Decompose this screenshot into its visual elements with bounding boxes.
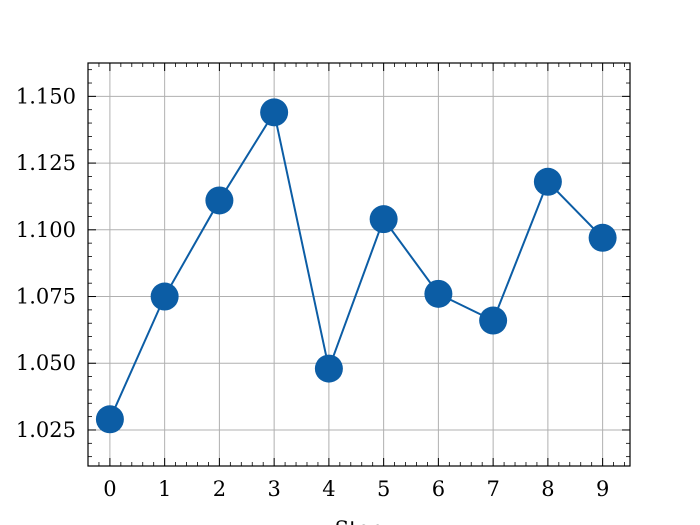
x-tick-label-5: 5: [377, 477, 390, 501]
x-tick-label-8: 8: [541, 477, 554, 501]
y-tick-label-2: 1.075: [16, 285, 76, 309]
x-tick-label-7: 7: [486, 477, 499, 501]
x-tick-label-2: 2: [213, 477, 226, 501]
x-axis-label: Step: [335, 517, 384, 525]
data-point-3: [260, 98, 289, 127]
data-point-9: [588, 223, 617, 252]
tick-labels: 0 1 2 3 4 5 6 7 8 9 1.025 1.050 1.075 1.100 1.125 1.150: [16, 84, 609, 501]
data-point-1: [150, 282, 179, 311]
data-point-0: [95, 405, 124, 434]
x-tick-label-0: 0: [103, 477, 116, 501]
data-point-4: [314, 354, 343, 383]
x-tick-label-4: 4: [322, 477, 335, 501]
y-tick-label-4: 1.125: [16, 151, 76, 175]
data-point-6: [424, 279, 453, 308]
data-point-8: [533, 167, 562, 196]
data-point-2: [205, 186, 234, 215]
grid: [88, 63, 630, 466]
x-tick-label-6: 6: [432, 477, 445, 501]
x-tick-label-9: 9: [596, 477, 609, 501]
data-point-7: [479, 306, 508, 335]
plot-frame: [87, 62, 631, 467]
x-tick-label-3: 3: [267, 477, 280, 501]
y-tick-label-1: 1.050: [16, 351, 76, 375]
y-tick-label-3: 1.100: [16, 218, 76, 242]
data-point-5: [369, 205, 398, 234]
major-ticks: [88, 63, 630, 466]
y-tick-label-5: 1.150: [16, 84, 76, 108]
series: [95, 98, 617, 434]
minor-ticks: [87, 63, 630, 466]
y-tick-label-0: 1.025: [16, 418, 76, 442]
series-line: [108, 109, 604, 420]
x-tick-label-1: 1: [158, 477, 171, 501]
